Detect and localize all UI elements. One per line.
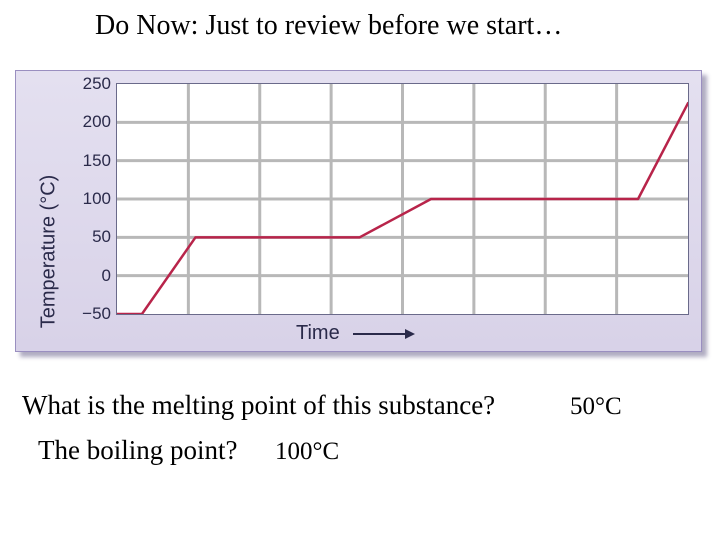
plot-area: −50050100150200250 xyxy=(116,83,689,315)
y-tick-label: −50 xyxy=(82,304,111,324)
y-axis-label: Temperature (°C) xyxy=(38,174,61,328)
y-tick-label: 0 xyxy=(102,266,111,286)
answer-boiling-point: 100°C xyxy=(275,438,339,466)
x-axis-label: Time xyxy=(296,322,413,345)
page-title: Do Now: Just to review before we start… xyxy=(95,10,562,42)
y-tick-label: 50 xyxy=(92,227,111,247)
y-tick-label: 200 xyxy=(83,112,111,132)
heating-curve-chart: Temperature (°C) −50050100150200250 Time xyxy=(15,70,702,352)
y-axis-label-wrap: Temperature (°C) xyxy=(34,141,64,361)
question-boiling-point: The boiling point? xyxy=(38,435,237,466)
answer-melting-point: 50°C xyxy=(570,393,622,421)
x-axis-text: Time xyxy=(296,322,340,344)
arrow-right-icon xyxy=(353,333,413,335)
question-melting-point: What is the melting point of this substa… xyxy=(22,390,495,421)
y-tick-label: 250 xyxy=(83,74,111,94)
y-tick-label: 100 xyxy=(83,189,111,209)
plot-svg xyxy=(117,84,688,314)
y-tick-label: 150 xyxy=(83,151,111,171)
